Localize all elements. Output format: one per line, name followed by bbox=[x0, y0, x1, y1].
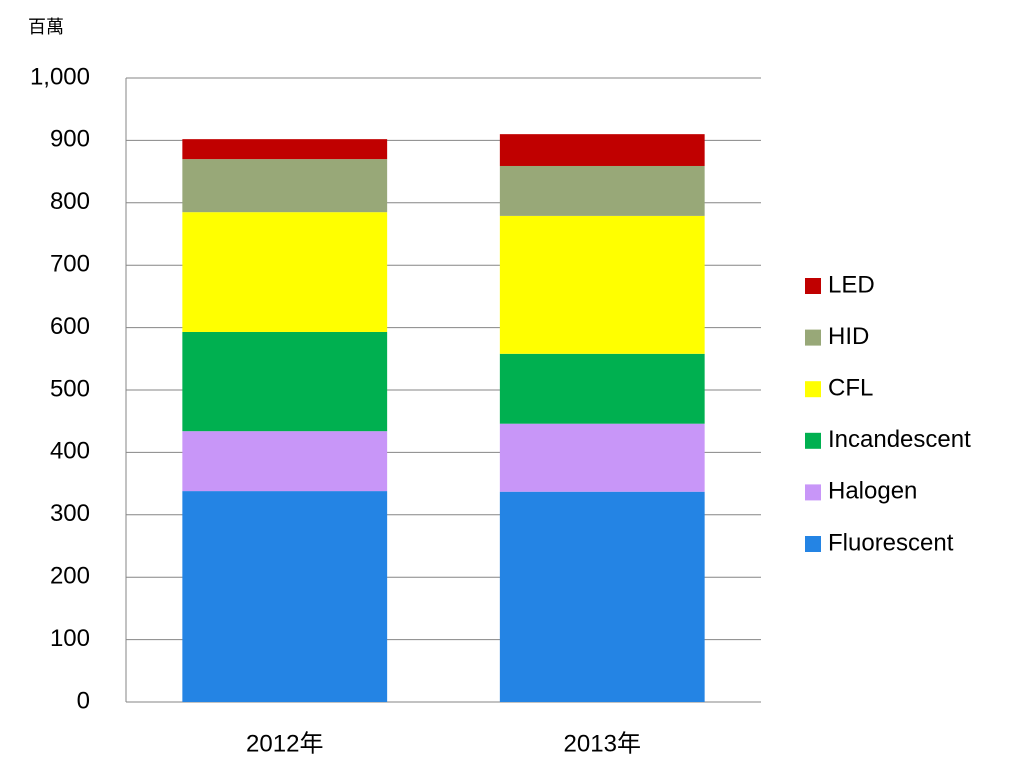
bar-segment bbox=[499, 423, 705, 492]
y-tick-label: 300 bbox=[50, 500, 90, 527]
legend-swatch bbox=[805, 484, 821, 501]
bar-segment bbox=[182, 139, 388, 160]
legend-swatch bbox=[805, 278, 821, 294]
bar-segment bbox=[499, 491, 705, 702]
bar-segment bbox=[182, 491, 388, 702]
bar-segment bbox=[182, 331, 388, 432]
y-tick-label: 0 bbox=[77, 687, 90, 714]
legend-label: CFL bbox=[828, 375, 873, 402]
y-tick-label: 500 bbox=[50, 375, 90, 402]
bar-segment bbox=[182, 212, 388, 332]
y-axis-label: 百萬 bbox=[28, 17, 64, 37]
legend-label: Halogen bbox=[828, 478, 917, 505]
bar-segment bbox=[182, 159, 388, 213]
y-tick-label: 600 bbox=[50, 313, 90, 340]
legend-label: Fluorescent bbox=[828, 529, 954, 556]
legend-label: LED bbox=[828, 271, 875, 298]
y-tick-label: 1,000 bbox=[30, 63, 90, 90]
x-tick-label: 2012年 bbox=[246, 730, 323, 757]
y-tick-label: 900 bbox=[50, 126, 90, 153]
y-tick-label: 800 bbox=[50, 188, 90, 215]
bar-segment bbox=[499, 215, 705, 354]
legend-label: Incandescent bbox=[828, 426, 971, 453]
bar-segment bbox=[499, 134, 705, 166]
bar-segment bbox=[182, 431, 388, 492]
x-tick-label: 2013年 bbox=[564, 730, 641, 757]
legend-label: HID bbox=[828, 323, 869, 350]
y-tick-label: 100 bbox=[50, 625, 90, 652]
legend-swatch bbox=[805, 536, 821, 552]
bar-segment bbox=[499, 353, 705, 424]
legend-swatch bbox=[805, 329, 821, 346]
bar-segment bbox=[499, 165, 705, 216]
y-tick-label: 200 bbox=[50, 563, 90, 590]
y-tick-label: 400 bbox=[50, 438, 90, 465]
legend-swatch bbox=[805, 381, 821, 398]
legend-swatch bbox=[805, 432, 821, 449]
y-tick-label: 700 bbox=[50, 251, 90, 278]
